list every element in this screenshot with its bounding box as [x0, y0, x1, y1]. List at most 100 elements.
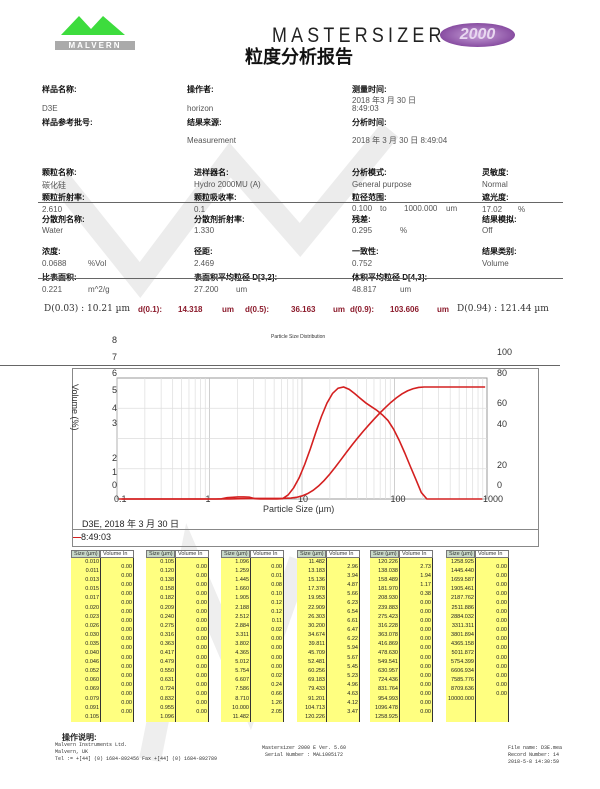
- size-cell: 3311.311: [451, 622, 474, 629]
- size-cell: 5011.872: [451, 650, 474, 656]
- volume-cell: 0.00: [121, 681, 132, 688]
- analysis-model-value: General purpose: [352, 180, 412, 189]
- divider: [38, 278, 563, 279]
- d32-unit: um: [236, 285, 248, 294]
- table-column: Size (µm)Volume In %0.010 0.011 0.013 0.015…: [71, 550, 134, 722]
- d003-value: D(0.03) : 10.21 µm: [44, 304, 131, 314]
- obscuration-unit: %: [518, 205, 526, 214]
- volume-cell: 0.00: [196, 681, 207, 688]
- volume-cell: 0.00: [420, 627, 431, 634]
- product-badge: 2000: [440, 23, 515, 47]
- size-cell: 2.884: [235, 622, 249, 629]
- size-cell: 10.000: [232, 704, 249, 711]
- legend-series: 8:49:03: [73, 532, 111, 542]
- accessory-label: 进样器名:: [194, 168, 229, 177]
- size-cell: 5754.399: [451, 659, 474, 666]
- volume-cell: 0.00: [496, 618, 507, 625]
- volume-cell: 0.00: [271, 654, 282, 661]
- volume-cell: 5.94: [347, 645, 358, 652]
- particle-ri-label: 颗粒折射率:: [42, 193, 85, 202]
- size-cell: 79.433: [308, 686, 325, 693]
- size-cell: 0.955: [160, 704, 174, 711]
- size-cell: 1445.440: [451, 568, 474, 575]
- software-line: Serial Number : MAL1005172: [265, 752, 344, 758]
- y-axis-label: Volume (%): [70, 384, 80, 431]
- volume-cell: 2.73: [420, 563, 431, 570]
- volume-cell: 0.00: [196, 609, 207, 615]
- size-cell: 0.091: [85, 704, 99, 711]
- dispersant-value: Water: [42, 226, 64, 235]
- volume-cell: 0.00: [196, 645, 207, 652]
- volume-cell: 0.00: [420, 663, 431, 670]
- result-source-value: Measurement: [187, 136, 236, 145]
- volume-cell: 0.00: [121, 599, 132, 606]
- volume-cell: 0.00: [196, 654, 207, 661]
- volume-header: Volume In %: [326, 550, 360, 558]
- company-line: Tel := +[44] (0) 1684-892456 Fax +[44] (…: [55, 756, 218, 762]
- uniformity-label: 一致性:: [352, 247, 379, 256]
- volume-cell: 0.00: [196, 572, 207, 579]
- size-header: Size (µm): [146, 550, 175, 558]
- volume-cell: 0.00: [271, 636, 282, 643]
- column-separator: [133, 550, 134, 722]
- size-cell: 0.479: [160, 659, 174, 666]
- size-cell: 34.674: [308, 631, 325, 638]
- volume-cell: 0.00: [420, 672, 431, 679]
- size-range-to: to: [380, 204, 387, 213]
- volume-cell: 1.17: [420, 581, 431, 588]
- volume-cell: 3.47: [347, 709, 358, 716]
- volume-cell: 6.47: [347, 627, 358, 634]
- volume-cell: 1.26: [271, 700, 282, 706]
- size-cell: 0.069: [85, 686, 99, 693]
- volume-cell: 0.00: [496, 645, 507, 652]
- column-separator: [326, 550, 327, 722]
- size-cell: 15.136: [308, 577, 325, 584]
- operator-label: 操作者:: [187, 85, 214, 94]
- particle-size-chart: 0.1 1 10 100 1000876543210100806040200Volume…: [70, 335, 512, 504]
- size-cell: 3801.894: [451, 631, 474, 638]
- size-cell: 831.764: [378, 686, 398, 693]
- y-left-tick-label: 3: [112, 418, 117, 428]
- d01-unit: um: [222, 305, 234, 314]
- result-units-value: Volume: [482, 259, 509, 268]
- size-cell: 0.010: [85, 559, 99, 565]
- size-cell: 6.607: [235, 677, 249, 684]
- analysed-value: 2018 年 3 月 30 日 8:49:04: [352, 136, 448, 145]
- size-cell: 11.482: [308, 559, 325, 565]
- volume-cell: 0.00: [420, 654, 431, 661]
- size-cell: 2884.032: [451, 613, 474, 620]
- size-range-min: 0.100: [352, 204, 373, 213]
- operator-value: horizon: [187, 104, 214, 113]
- size-cell: 0.013: [85, 577, 99, 584]
- notes-label: 操作说明:: [62, 733, 97, 742]
- size-cell: 1.096: [160, 713, 174, 720]
- volume-cell: 6.23: [347, 599, 358, 606]
- accessory-value: Hydro 2000MU (A): [194, 180, 261, 189]
- size-cell: 2187.762: [451, 595, 474, 602]
- size-cell: 363.078: [378, 631, 398, 638]
- table-column: Size (µm)Volume In %0.105 0.120 0.138 0.158…: [146, 550, 209, 722]
- size-cell: 0.052: [85, 668, 99, 675]
- column-separator: [283, 550, 284, 722]
- column-separator: [208, 550, 209, 722]
- size-cell: 1.445: [235, 577, 249, 584]
- volume-cell: 0.38: [420, 590, 431, 597]
- measured-date: 2018 年3 月 30 日: [352, 96, 417, 105]
- size-cell: 0.182: [160, 595, 174, 602]
- size-cell: 1258.925: [451, 559, 474, 565]
- measured-time: 8:49:03: [352, 104, 379, 113]
- size-cell: 1.096: [235, 559, 249, 565]
- volume-cell: 0.00: [496, 636, 507, 643]
- particle-ri-value: 2.610: [42, 205, 63, 214]
- residual-label: 残差:: [352, 215, 371, 224]
- volume-cell: 0.00: [121, 609, 132, 615]
- column-separator: [250, 550, 251, 722]
- size-cell: 0.030: [85, 631, 99, 638]
- table-column: Size (µm)Volume In %120.226 138.038 158.48…: [370, 550, 433, 722]
- concentration-label: 浓度:: [42, 247, 61, 256]
- size-cell: 104.713: [305, 704, 325, 711]
- size-cell: 39.811: [308, 640, 325, 647]
- size-cell: 416.869: [378, 640, 398, 647]
- volume-cell: 4.63: [347, 690, 358, 697]
- volume-cell: 0.66: [271, 690, 282, 697]
